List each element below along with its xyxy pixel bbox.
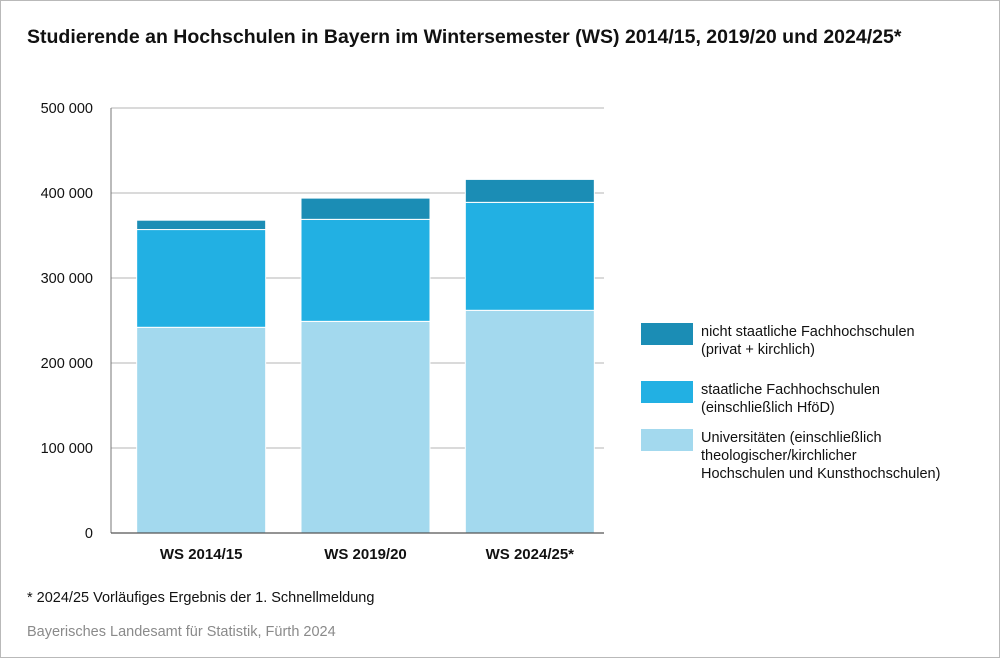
legend-swatch: [641, 323, 693, 345]
source-note: Bayerisches Landesamt für Statistik, Für…: [27, 624, 336, 640]
legend-item-nicht-staatliche-fh: nicht staatliche Fachhochschulen (privat…: [641, 323, 915, 359]
bar-segment: [300, 218, 431, 322]
bar-segment: [464, 309, 595, 534]
y-tick-label: 0: [85, 526, 93, 542]
legend-label: nicht staatliche Fachhochschulen (privat…: [701, 324, 915, 358]
legend-swatch: [641, 381, 693, 403]
bar-segment: [300, 197, 431, 220]
bar-segment: [136, 219, 267, 231]
x-tick-label: WS 2014/15: [160, 546, 243, 563]
legend-swatch: [641, 429, 693, 451]
y-tick-label: 100 000: [41, 441, 93, 457]
legend-label: Universitäten (einschließlich theologisc…: [701, 430, 941, 482]
bar-segment: [464, 201, 595, 311]
legend-label: staatliche Fachhochschulen (einschließli…: [701, 382, 880, 416]
footnote: * 2024/25 Vorläufiges Ergebnis der 1. Sc…: [27, 590, 375, 606]
stacked-bar-chart: 0 100 000 200 000 300 000 400 000 500 000 WS 2…: [41, 101, 604, 563]
y-tick-label: 300 000: [41, 271, 93, 287]
y-tick-label: 400 000: [41, 186, 93, 202]
y-tick-label: 500 000: [41, 101, 93, 117]
bar-segment: [300, 320, 431, 534]
x-tick-label: WS 2024/25*: [486, 546, 575, 563]
bar-segment: [464, 178, 595, 203]
legend-item-staatliche-fh: staatliche Fachhochschulen (einschließli…: [641, 381, 880, 417]
legend-item-universitaeten: Universitäten (einschließlich theologisc…: [641, 429, 940, 483]
chart-title: Studierende an Hochschulen in Bayern im …: [27, 26, 902, 48]
y-tick-label: 200 000: [41, 356, 93, 372]
bar-segment: [136, 229, 267, 328]
bar-segment: [136, 326, 267, 534]
x-tick-label: WS 2019/20: [324, 546, 407, 563]
